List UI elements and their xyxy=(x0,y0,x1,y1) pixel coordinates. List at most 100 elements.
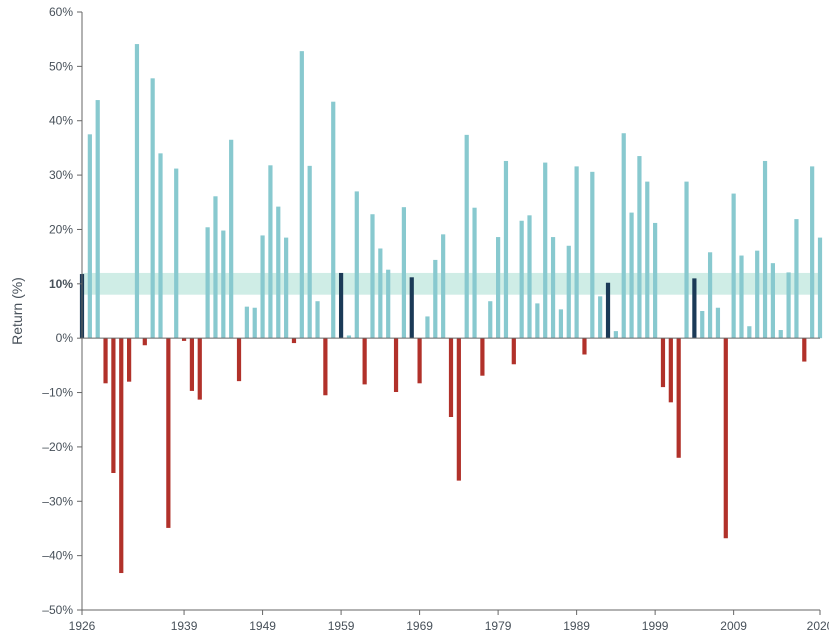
bar-1980 xyxy=(504,161,508,338)
bar-2013 xyxy=(763,161,767,338)
bar-1931 xyxy=(119,338,123,573)
bar-1973 xyxy=(449,338,453,417)
bar-2005 xyxy=(700,311,704,338)
bar-1964 xyxy=(378,248,382,338)
bar-1989 xyxy=(575,166,579,338)
bar-1945 xyxy=(229,140,233,338)
bar-2009 xyxy=(732,194,736,339)
bar-1948 xyxy=(253,308,257,338)
y-tick-label: 20% xyxy=(49,222,73,236)
bar-1940 xyxy=(190,338,194,391)
bar-1944 xyxy=(221,231,225,339)
bar-1949 xyxy=(260,235,264,338)
y-tick-label: –30% xyxy=(42,494,73,508)
y-tick-label: 50% xyxy=(49,59,73,73)
bar-1967 xyxy=(402,207,406,338)
y-tick-label: 60% xyxy=(49,5,73,19)
bar-1937 xyxy=(166,338,170,528)
bar-1952 xyxy=(284,238,288,339)
bar-2018 xyxy=(802,338,806,361)
bar-1983 xyxy=(527,215,531,338)
bar-1993 xyxy=(606,283,610,338)
bar-1984 xyxy=(535,303,539,338)
bar-1982 xyxy=(520,221,524,338)
bar-2012 xyxy=(755,251,759,339)
bar-1958 xyxy=(331,102,335,338)
y-tick-label: –50% xyxy=(42,603,73,617)
bar-1927 xyxy=(88,134,92,338)
bar-1956 xyxy=(315,301,319,338)
bar-2004 xyxy=(692,278,696,338)
bar-1966 xyxy=(394,338,398,392)
y-tick-label: –40% xyxy=(42,549,73,563)
bar-1953 xyxy=(292,338,296,343)
bar-1930 xyxy=(111,338,115,473)
x-tick-label: 1969 xyxy=(406,619,433,633)
bar-1934 xyxy=(143,338,147,345)
bar-1974 xyxy=(457,338,461,480)
y-axis-label: Return (%) xyxy=(9,277,25,345)
x-tick-label: 2020 xyxy=(807,619,829,633)
y-tick-label: 40% xyxy=(49,114,73,128)
bar-1978 xyxy=(488,301,492,338)
y-tick-label: 30% xyxy=(49,168,73,182)
bar-2000 xyxy=(661,338,665,387)
x-tick-label: 1999 xyxy=(642,619,669,633)
bar-1955 xyxy=(308,166,312,338)
bar-1962 xyxy=(363,338,367,384)
bar-1968 xyxy=(410,277,414,338)
bar-1976 xyxy=(472,208,476,338)
bar-1947 xyxy=(245,307,249,339)
returns-bar-chart: –50%–40%–30%–20%–10%0%10%20%30%40%50%60%… xyxy=(0,0,829,640)
bar-2015 xyxy=(779,330,783,338)
bar-1936 xyxy=(158,153,162,338)
bar-1957 xyxy=(323,338,327,395)
bar-2020 xyxy=(818,238,822,339)
x-tick-label: 1979 xyxy=(485,619,512,633)
bar-1995 xyxy=(622,133,626,338)
x-tick-label: 1939 xyxy=(171,619,198,633)
bar-1981 xyxy=(512,338,516,364)
bar-1992 xyxy=(598,296,602,338)
bar-1951 xyxy=(276,207,280,339)
bar-1987 xyxy=(559,309,563,338)
bar-2002 xyxy=(677,338,681,458)
bar-1954 xyxy=(300,51,304,338)
y-tick-label: 10% xyxy=(49,277,73,291)
y-tick-label: –20% xyxy=(42,440,73,454)
bar-1969 xyxy=(417,338,421,383)
bar-1942 xyxy=(206,227,210,338)
bar-1972 xyxy=(441,234,445,338)
bar-1997 xyxy=(637,156,641,338)
bar-1977 xyxy=(480,338,484,376)
x-tick-label: 1949 xyxy=(249,619,276,633)
bar-1959 xyxy=(339,273,343,338)
bar-1932 xyxy=(127,338,131,381)
bar-1999 xyxy=(653,223,657,338)
bar-1935 xyxy=(151,78,155,338)
bar-1963 xyxy=(370,214,374,338)
bar-2014 xyxy=(771,263,775,338)
bar-1970 xyxy=(425,316,429,338)
bar-1986 xyxy=(551,237,555,338)
x-tick-label: 2009 xyxy=(720,619,747,633)
bar-2003 xyxy=(684,182,688,339)
bar-1996 xyxy=(629,213,633,339)
bar-1988 xyxy=(567,246,571,338)
bar-1965 xyxy=(386,270,390,338)
bar-1929 xyxy=(103,338,107,383)
bar-1950 xyxy=(268,165,272,338)
bar-1975 xyxy=(465,135,469,338)
bar-1994 xyxy=(614,331,618,338)
x-tick-label: 1926 xyxy=(69,619,96,633)
bar-1941 xyxy=(198,338,202,399)
bar-1938 xyxy=(174,169,178,339)
bar-1985 xyxy=(543,163,547,339)
bar-2017 xyxy=(794,219,798,338)
bar-2016 xyxy=(786,272,790,338)
x-tick-label: 1989 xyxy=(563,619,590,633)
y-tick-label: –10% xyxy=(42,386,73,400)
chart-svg: –50%–40%–30%–20%–10%0%10%20%30%40%50%60%… xyxy=(0,0,829,640)
bar-1990 xyxy=(582,338,586,354)
x-tick-label: 1959 xyxy=(328,619,355,633)
